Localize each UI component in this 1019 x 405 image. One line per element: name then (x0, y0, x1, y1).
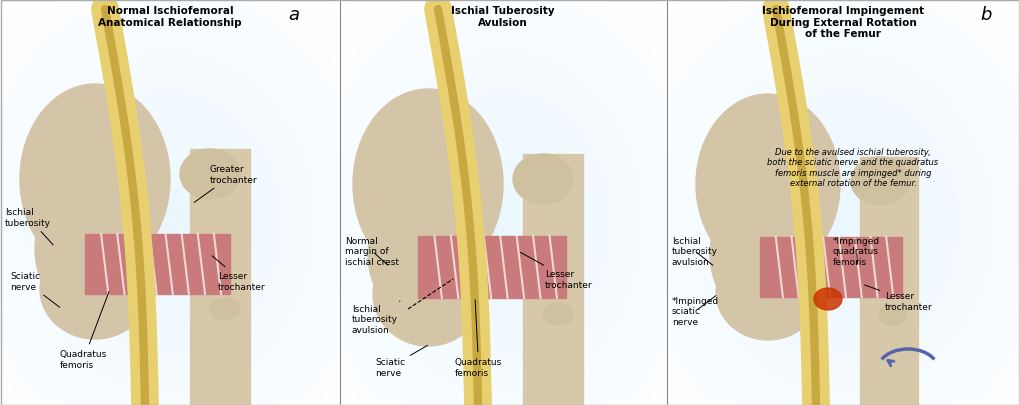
Text: a: a (287, 6, 299, 24)
Text: Normal
margin of
ischial crest: Normal margin of ischial crest (344, 237, 398, 266)
Ellipse shape (373, 243, 483, 346)
Text: Ischial
tuberosity: Ischial tuberosity (5, 208, 53, 245)
Ellipse shape (35, 179, 155, 319)
Text: Sciatic
nerve: Sciatic nerve (375, 345, 427, 377)
Ellipse shape (813, 288, 841, 310)
Ellipse shape (20, 85, 170, 274)
Text: Quadratus
femoris: Quadratus femoris (454, 300, 501, 377)
Ellipse shape (695, 95, 840, 274)
Text: Lesser
trochanter: Lesser trochanter (864, 285, 931, 311)
Text: Ischial Tuberosity
Avulsion: Ischial Tuberosity Avulsion (450, 6, 554, 28)
Text: Ischial
tuberosity
avulsion: Ischial tuberosity avulsion (352, 301, 399, 334)
Bar (418, 237, 566, 298)
Bar (190, 149, 250, 405)
Ellipse shape (513, 155, 573, 205)
Ellipse shape (715, 244, 819, 340)
Text: Sciatic
nerve: Sciatic nerve (10, 272, 60, 307)
Text: Due to the avulsed ischial tuberosity,
both the sciatic nerve and the quadratus
: Due to the avulsed ischial tuberosity, b… (766, 148, 937, 188)
Ellipse shape (210, 298, 239, 320)
Bar (85, 234, 229, 294)
Text: Lesser
trochanter: Lesser trochanter (520, 253, 592, 289)
Bar (759, 237, 901, 297)
Ellipse shape (709, 187, 825, 322)
Bar (523, 155, 583, 405)
Text: Quadratus
femoris: Quadratus femoris (60, 292, 109, 369)
Ellipse shape (850, 158, 908, 205)
Ellipse shape (368, 185, 487, 324)
Ellipse shape (179, 149, 239, 200)
Text: Ischial
tuberosity
avulsion: Ischial tuberosity avulsion (672, 237, 717, 266)
Ellipse shape (353, 90, 502, 279)
Text: *Impinged
sciatic
nerve: *Impinged sciatic nerve (672, 296, 718, 326)
Ellipse shape (542, 303, 573, 325)
Text: Normal Ischiofemoral
Anatomical Relationship: Normal Ischiofemoral Anatomical Relation… (98, 6, 242, 28)
Ellipse shape (40, 239, 150, 339)
Bar (859, 158, 917, 405)
Text: b: b (979, 6, 990, 24)
Text: Greater
trochanter: Greater trochanter (194, 165, 258, 203)
Text: *Impinged
quadratus
femoris: *Impinged quadratus femoris (833, 237, 879, 266)
Text: Ischiofemoral Impingement
During External Rotation
of the Femur: Ischiofemoral Impingement During Externa… (761, 6, 923, 39)
Ellipse shape (878, 305, 906, 326)
Text: Lesser
trochanter: Lesser trochanter (212, 256, 265, 291)
